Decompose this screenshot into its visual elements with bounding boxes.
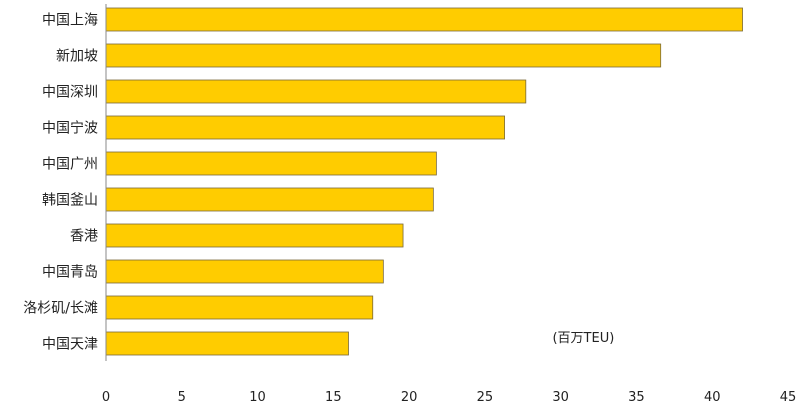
bar-5 — [105, 151, 437, 176]
bar-10 — [105, 331, 349, 356]
category-label-6: 韩国釜山 — [42, 193, 98, 209]
category-label-3: 中国深圳 — [42, 85, 98, 101]
bar-8 — [105, 259, 384, 284]
category-label-5: 中国广州 — [42, 157, 98, 173]
category-label-9: 洛杉矶/长滩 — [23, 301, 98, 317]
x-tick-label-25: 25 — [477, 390, 494, 405]
unit-annotation: (百万TEU) — [552, 331, 614, 346]
bar-3 — [105, 79, 527, 104]
bar-4 — [105, 115, 505, 140]
x-tick-label-10: 10 — [249, 390, 266, 405]
bar-1 — [105, 7, 743, 32]
category-label-4: 中国宁波 — [42, 120, 98, 137]
x-tick-label-45: 45 — [780, 390, 797, 405]
bar-6 — [105, 187, 434, 212]
x-tick-label-0: 0 — [102, 390, 110, 405]
category-label-8: 中国青岛 — [42, 265, 98, 281]
x-tick-label-30: 30 — [552, 390, 569, 405]
bar-7 — [105, 223, 404, 248]
category-label-1: 中国上海 — [42, 13, 98, 29]
bars-layer — [105, 7, 743, 356]
category-label-7: 香港 — [70, 229, 98, 245]
x-tick-label-35: 35 — [628, 390, 645, 405]
x-tick-label-40: 40 — [704, 390, 721, 405]
x-tick-label-5: 5 — [178, 390, 186, 405]
bar-9 — [105, 295, 374, 320]
category-label-10: 中国天津 — [42, 337, 98, 353]
x-tick-label-20: 20 — [401, 390, 418, 405]
x-axis-ticks: 0 5 10 15 20 25 30 35 40 45 — [102, 390, 796, 405]
x-tick-label-15: 15 — [325, 390, 342, 405]
category-label-2: 新加坡 — [56, 49, 98, 65]
bar-2 — [105, 43, 662, 68]
